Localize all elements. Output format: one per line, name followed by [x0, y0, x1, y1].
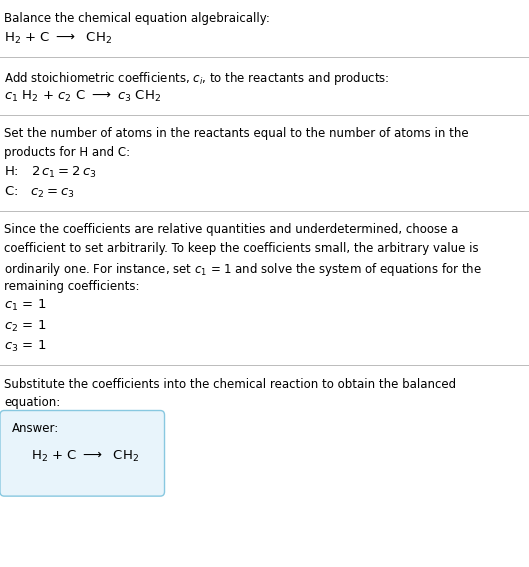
Text: $c_3$ = 1: $c_3$ = 1 [4, 339, 47, 354]
Text: Answer:: Answer: [12, 422, 59, 435]
Text: coefficient to set arbitrarily. To keep the coefficients small, the arbitrary va: coefficient to set arbitrarily. To keep … [4, 242, 479, 255]
FancyBboxPatch shape [0, 411, 165, 496]
Text: ordinarily one. For instance, set $c_1$ = 1 and solve the system of equations fo: ordinarily one. For instance, set $c_1$ … [4, 261, 482, 278]
Text: equation:: equation: [4, 396, 60, 409]
Text: Add stoichiometric coefficients, $c_i$, to the reactants and products:: Add stoichiometric coefficients, $c_i$, … [4, 70, 390, 87]
Text: remaining coefficients:: remaining coefficients: [4, 280, 140, 293]
Text: H$_2$ + C $\longrightarrow$  CH$_2$: H$_2$ + C $\longrightarrow$ CH$_2$ [31, 449, 139, 464]
Text: Substitute the coefficients into the chemical reaction to obtain the balanced: Substitute the coefficients into the che… [4, 378, 457, 391]
Text: Set the number of atoms in the reactants equal to the number of atoms in the: Set the number of atoms in the reactants… [4, 127, 469, 140]
Text: H:   $2\,c_1 = 2\,c_3$: H: $2\,c_1 = 2\,c_3$ [4, 164, 97, 180]
Text: $c_2$ = 1: $c_2$ = 1 [4, 319, 47, 334]
Text: C:   $c_2 = c_3$: C: $c_2 = c_3$ [4, 185, 75, 200]
Text: Since the coefficients are relative quantities and underdetermined, choose a: Since the coefficients are relative quan… [4, 223, 459, 236]
Text: products for H and C:: products for H and C: [4, 146, 130, 159]
Text: $c_1$ H$_2$ + $c_2$ C $\longrightarrow$ $c_3$ CH$_2$: $c_1$ H$_2$ + $c_2$ C $\longrightarrow$ … [4, 88, 161, 104]
Text: $c_1$ = 1: $c_1$ = 1 [4, 298, 47, 314]
Text: Balance the chemical equation algebraically:: Balance the chemical equation algebraica… [4, 12, 270, 26]
Text: H$_2$ + C $\longrightarrow$  CH$_2$: H$_2$ + C $\longrightarrow$ CH$_2$ [4, 31, 112, 46]
